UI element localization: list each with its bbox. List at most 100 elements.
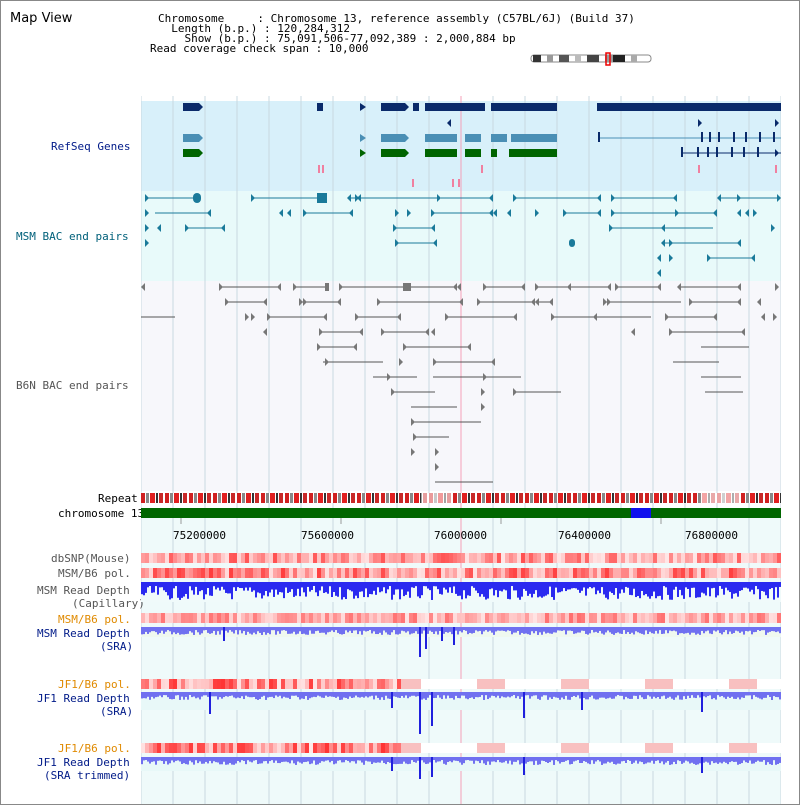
msm-sra-depth <box>469 627 471 633</box>
msm-sra-depth <box>333 627 335 633</box>
jf1-trim-depth <box>375 757 377 763</box>
coverage-tracks[interactable] <box>141 551 781 805</box>
refseq-genes-glyphs[interactable] <box>141 101 781 191</box>
dbsnp-cell <box>405 553 409 563</box>
msm-pol-cell <box>737 568 741 578</box>
jf1-pol-cell <box>185 679 189 689</box>
jf1-pol2-cell <box>677 743 681 753</box>
jf1-sra-depth <box>537 692 539 699</box>
jf1-pol2-cell <box>229 743 233 753</box>
msm-pol-cell <box>617 568 621 578</box>
jf1-pol-cell <box>765 679 769 689</box>
capillary-depth <box>331 582 333 598</box>
dbsnp-cell <box>741 553 745 563</box>
jf1-pol-cell <box>309 679 313 689</box>
jf1-sra-depth <box>709 692 711 696</box>
msm-sra-depth <box>531 627 533 632</box>
chromosome-bar[interactable] <box>141 508 781 518</box>
jf1-pol-cell <box>637 679 641 689</box>
jf1-pol-cell <box>749 679 753 689</box>
jf1-sra-depth <box>285 692 287 698</box>
b6n-bac-glyphs[interactable] <box>141 281 781 491</box>
msm-pol2-cell <box>329 613 333 623</box>
msm-pol-cell <box>149 568 153 578</box>
repeat-track[interactable] <box>141 493 781 503</box>
jf1-trim-depth <box>199 757 201 762</box>
jf1-sra-depth <box>407 692 409 699</box>
jf1-sra-depth <box>733 692 735 699</box>
capillary-depth <box>771 582 773 589</box>
jf1-trim-depth <box>401 757 403 764</box>
msm-pol-cell <box>425 568 429 578</box>
msm-sra-depth <box>675 627 677 632</box>
capillary-depth <box>451 582 453 593</box>
jf1-sra-depth <box>777 692 779 698</box>
capillary-depth <box>207 582 209 589</box>
msm-pol2-cell <box>629 613 633 623</box>
jf1-trim-depth <box>155 757 157 765</box>
jf1-sra-depth <box>199 692 201 700</box>
jf1-trim-depth <box>463 757 465 764</box>
jf1-pol-cell <box>285 679 289 689</box>
capillary-depth <box>251 582 253 592</box>
jf1-sra-depth <box>399 692 401 698</box>
msm-pol2-cell <box>173 613 177 623</box>
jf1-trim-depth <box>627 757 629 761</box>
jf1-pol-cell <box>357 679 361 689</box>
jf1-pol2-cell <box>777 743 781 753</box>
msm-pol-cell <box>225 568 229 578</box>
capillary-depth <box>667 582 669 595</box>
capillary-depth <box>447 582 449 593</box>
msm-pol-cell <box>321 568 325 578</box>
jf1-trim-depth <box>325 757 327 761</box>
msm-sra-depth <box>353 627 355 631</box>
msm-pol2-cell <box>181 613 185 623</box>
jf1-trim-depth <box>183 757 185 764</box>
msm-sra-depth <box>711 627 713 635</box>
jf1-sra-depth <box>595 692 597 700</box>
capillary-depth <box>323 582 325 593</box>
capillary-depth <box>217 582 219 588</box>
msm-pol2-cell <box>465 613 469 623</box>
jf1-sra-depth <box>435 692 437 698</box>
msm-pol2-cell <box>637 613 641 623</box>
map-view-title: Map View <box>10 11 73 26</box>
capillary-depth <box>423 582 425 587</box>
msm-sra-depth <box>391 627 393 633</box>
msm-sra-depth <box>183 627 185 635</box>
capillary-depth <box>341 582 343 600</box>
jf1-trim-depth <box>327 757 329 761</box>
capillary-depth <box>293 582 295 597</box>
jf1-trim-depth <box>571 757 573 764</box>
msm-pol2-cell <box>705 613 709 623</box>
msm-sra-depth <box>165 627 167 632</box>
jf1-trim-depth <box>259 757 261 764</box>
capillary-depth <box>465 582 467 599</box>
jf1-trim-depth <box>437 757 439 762</box>
msm-sra-depth <box>637 627 639 633</box>
msm-pol-cell <box>389 568 393 578</box>
msm-bac-glyphs[interactable] <box>141 191 781 281</box>
msm-pol2-cell <box>677 613 681 623</box>
dbsnp-cell <box>377 553 381 563</box>
jf1-sra-depth <box>577 692 579 696</box>
msm-pol-cell <box>505 568 509 578</box>
jf1-sra-depth <box>667 692 669 698</box>
msm-sra-depth <box>313 627 315 634</box>
jf1-sra-depth <box>239 692 241 699</box>
dbsnp-cell <box>697 553 701 563</box>
msm-sra-depth <box>361 627 363 635</box>
msm-sra-depth <box>597 627 599 633</box>
capillary-depth <box>327 582 329 594</box>
jf1-pol2-cell <box>277 743 281 753</box>
msm-sra-depth <box>227 627 229 633</box>
jf1-pol-cell <box>269 679 273 689</box>
chromosome-ideogram[interactable] <box>529 52 655 66</box>
dbsnp-cell <box>145 553 149 563</box>
capillary-depth <box>623 582 625 593</box>
jf1-pol-cell <box>481 679 485 689</box>
jf1-sra-depth <box>527 692 529 696</box>
msm-sra-depth <box>665 627 667 631</box>
dbsnp-cell <box>409 553 413 563</box>
msm-pol2-cell <box>345 613 349 623</box>
